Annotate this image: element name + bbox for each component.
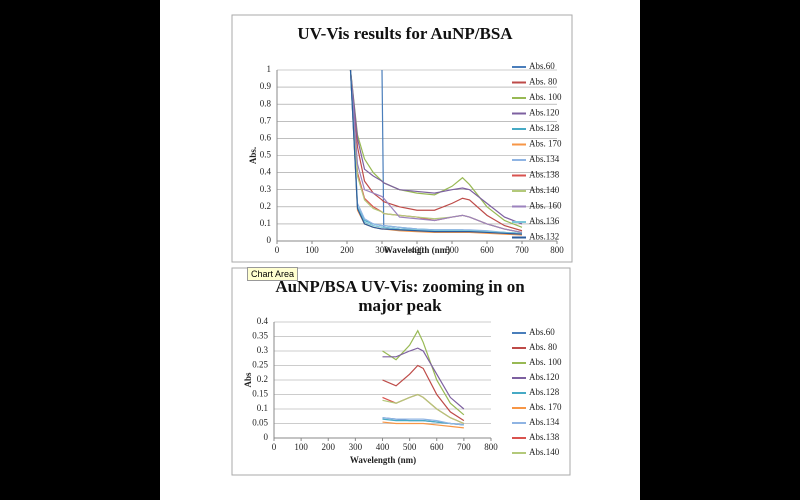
legend-label: Abs. 170 bbox=[529, 402, 562, 412]
x-tick-label: 100 bbox=[305, 245, 319, 255]
x-tick-label: 300 bbox=[349, 442, 363, 452]
y-tick-label: 0.7 bbox=[260, 115, 272, 125]
series-line bbox=[382, 393, 465, 425]
series-line bbox=[382, 417, 464, 426]
series-line bbox=[382, 421, 464, 429]
series-line bbox=[382, 364, 465, 422]
x-axis-label: Wavelength (nm) bbox=[350, 455, 416, 465]
x-tick-label: 500 bbox=[445, 245, 459, 255]
x-axis-label: Wavelength (nm) bbox=[384, 245, 450, 255]
legend-label: Abs.60 bbox=[529, 327, 555, 337]
legend-label: Abs.128 bbox=[529, 123, 560, 133]
legend-label: Abs.128 bbox=[529, 387, 560, 397]
y-tick-label: 0.8 bbox=[260, 98, 272, 108]
legend-label: Abs.140 bbox=[529, 447, 560, 457]
chart-title: UV-Vis results for AuNP/BSA bbox=[297, 24, 513, 43]
legend-label: Abs.120 bbox=[529, 372, 560, 382]
legend-label: Abs. 160 bbox=[529, 201, 562, 211]
y-tick-label: 0.05 bbox=[252, 418, 268, 428]
series-line bbox=[349, 69, 523, 234]
legend-label: Abs.138 bbox=[529, 170, 560, 180]
y-tick-label: 1 bbox=[267, 64, 272, 74]
x-tick-label: 800 bbox=[484, 442, 498, 452]
x-tick-label: 600 bbox=[480, 245, 494, 255]
legend-label: Abs. 80 bbox=[529, 77, 558, 87]
x-tick-label: 500 bbox=[403, 442, 417, 452]
y-axis-label: Abs. bbox=[248, 147, 258, 164]
legend-label: Abs. 100 bbox=[529, 357, 562, 367]
x-tick-label: 700 bbox=[457, 442, 471, 452]
x-tick-label: 400 bbox=[410, 245, 424, 255]
y-tick-label: 0 bbox=[267, 235, 272, 245]
y-tick-label: 0.3 bbox=[260, 184, 272, 194]
series-line bbox=[349, 69, 523, 225]
legend-label: Abs.134 bbox=[529, 154, 560, 164]
y-tick-label: 0.3 bbox=[257, 345, 269, 355]
y-axis-label: Abs bbox=[243, 372, 253, 388]
series-line bbox=[349, 69, 523, 234]
y-tick-label: 0.2 bbox=[260, 201, 271, 211]
x-tick-label: 800 bbox=[550, 245, 564, 255]
tooltip: Chart Area bbox=[247, 267, 299, 281]
y-tick-label: 0 bbox=[264, 432, 269, 442]
legend-label: Abs. 100 bbox=[529, 92, 562, 102]
y-tick-label: 0.1 bbox=[260, 218, 271, 228]
y-tick-label: 0.4 bbox=[257, 316, 269, 326]
x-tick-label: 700 bbox=[515, 245, 529, 255]
y-tick-label: 0.25 bbox=[252, 360, 268, 370]
legend-label: Abs. 170 bbox=[529, 139, 562, 149]
x-tick-label: 200 bbox=[322, 442, 336, 452]
y-tick-label: 0.1 bbox=[257, 403, 268, 413]
legend-label: Abs.138 bbox=[529, 432, 560, 442]
y-tick-label: 0.15 bbox=[252, 389, 268, 399]
legend-label: Abs.132 bbox=[529, 232, 559, 242]
x-tick-label: 100 bbox=[294, 442, 308, 452]
x-tick-label: 0 bbox=[272, 442, 277, 452]
x-tick-label: 600 bbox=[430, 442, 444, 452]
legend-label: Abs.134 bbox=[529, 417, 560, 427]
chart-title: AuNP/BSA UV-Vis: zooming in on major pea… bbox=[275, 277, 525, 315]
chart-box[interactable] bbox=[231, 267, 571, 476]
legend-label: Abs.120 bbox=[529, 108, 560, 118]
series-line bbox=[349, 69, 523, 232]
y-tick-label: 0.5 bbox=[260, 150, 272, 160]
y-tick-label: 0.4 bbox=[260, 167, 272, 177]
series-line bbox=[349, 69, 523, 234]
x-tick-label: 200 bbox=[340, 245, 354, 255]
y-tick-label: 0.2 bbox=[257, 374, 268, 384]
x-tick-label: 0 bbox=[275, 245, 280, 255]
legend-label: Abs.136 bbox=[529, 216, 560, 226]
series-line bbox=[382, 329, 465, 416]
y-tick-label: 0.35 bbox=[252, 331, 268, 341]
series-line bbox=[382, 347, 465, 410]
y-tick-label: 0.9 bbox=[260, 81, 272, 91]
legend-label: Abs.140 bbox=[529, 185, 560, 195]
x-tick-label: 300 bbox=[375, 245, 389, 255]
x-tick-label: 400 bbox=[376, 442, 390, 452]
y-tick-label: 0.6 bbox=[260, 132, 272, 142]
legend-label: Abs. 80 bbox=[529, 342, 558, 352]
series-line bbox=[349, 69, 523, 235]
legend-label: Abs.60 bbox=[529, 61, 555, 71]
